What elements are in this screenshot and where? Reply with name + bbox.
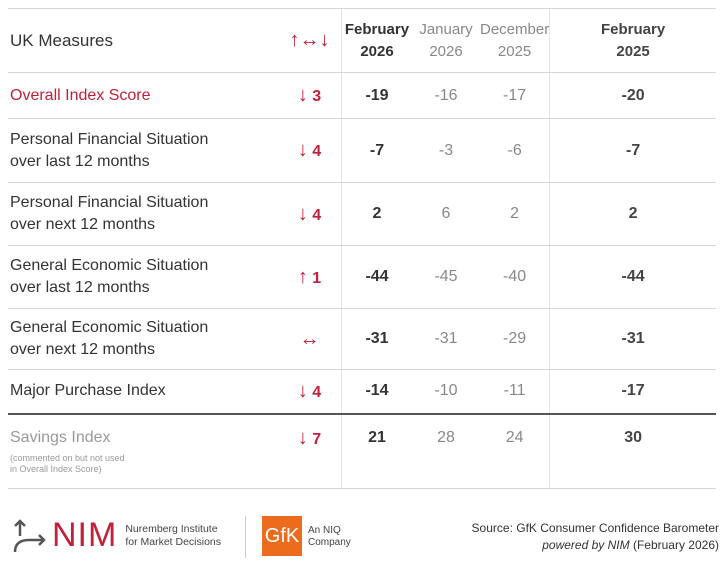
value-cell: -31 [549,308,716,370]
value-cell: -7 [341,118,412,183]
niq-tagline: An NIQ Company [308,525,351,548]
value-cell: -10 [412,369,480,415]
nim-arrows-icon [13,518,46,552]
value-cell: -3 [412,118,480,183]
measures-table: UK Measures ↑↔↓ February 2026 January 2026… [8,8,716,489]
row-label: Personal Financial Situation over last 12… [8,118,278,183]
value-cell: 6 [412,182,480,246]
value-cell: 30 [549,413,716,489]
table-row: Personal Financial Situation over last 12… [8,118,716,183]
arrow-down-icon: ↓ [297,202,308,225]
table-row: General Economic Situation over last 12 m… [8,245,716,309]
arrow-down-icon: ↓ [297,426,308,449]
arrow-down-icon: ↓ [297,379,308,402]
arrow-down-icon: ↓ [297,139,308,161]
change-legend-icon: ↑↔↓ [278,8,342,73]
value-cell: -29 [480,308,550,370]
table-row: Major Purchase Index ↓ 4 -14 -10 -11 -17 [8,369,716,415]
table-row: Overall Index Score ↓ 3 -19 -16 -17 -20 [8,72,716,119]
value-cell: 2 [341,182,412,246]
change-indicator: ↓ 7 [278,413,342,489]
value-cell: -19 [341,72,412,119]
row-label: Personal Financial Situation over next 12… [8,182,278,246]
value-cell: -17 [549,369,716,415]
value-cell: 2 [480,182,550,246]
value-cell: -7 [549,118,716,183]
value-cell: -16 [412,72,480,119]
col-header-current: February 2026 [341,8,412,73]
change-indicator: ↓ 4 [278,369,342,415]
value-cell: -6 [480,118,550,183]
change-indicator: ↓ 3 [278,72,342,119]
row-label: Major Purchase Index [8,369,278,415]
value-cell: -40 [480,245,550,309]
col-header-prev-month: January 2026 [412,8,480,73]
row-label: General Economic Situation over next 12 m… [8,308,278,370]
row-label: Overall Index Score [8,72,278,119]
footer: NIM Nuremberg Institute for Market Decisi… [0,510,725,560]
value-cell: 2 [549,182,716,246]
nim-logo: NIM Nuremberg Institute for Market Decisi… [12,516,221,555]
row-label: Savings Index (commented on but not used i… [8,413,278,489]
logo-divider [245,516,246,558]
change-indicator: ↓ 4 [278,118,342,183]
value-cell: -20 [549,72,716,119]
table-row: Personal Financial Situation over next 12… [8,182,716,246]
gfk-logo: GfK [262,516,302,556]
table-title: UK Measures [8,8,278,73]
value-cell: -31 [412,308,480,370]
header-row: UK Measures ↑↔↓ February 2026 January 2026… [8,8,716,73]
value-cell: 21 [341,413,412,489]
arrow-up-icon: ↑ [297,265,308,288]
row-note: (commented on but not used in Overall Ind… [10,452,125,474]
value-cell: -44 [341,245,412,309]
value-cell: 28 [412,413,480,489]
value-cell: -45 [412,245,480,309]
col-header-prev-year: February 2025 [549,8,716,73]
value-cell: 24 [480,413,550,489]
table-row: General Economic Situation over next 12 m… [8,308,716,370]
value-cell: -44 [549,245,716,309]
change-indicator: ↓ 4 [278,182,342,246]
change-indicator: ↔ [278,308,342,370]
change-indicator: ↑ 1 [278,245,342,309]
row-label: General Economic Situation over last 12 m… [8,245,278,309]
value-cell: -17 [480,72,550,119]
source-note: Source: GfK Consumer Confidence Baromete… [471,521,719,552]
arrow-down-icon: ↓ [297,84,308,106]
arrow-left-right-icon: ↔ [299,327,320,350]
value-cell: -11 [480,369,550,415]
col-header-prev-2-month: December 2025 [480,8,550,73]
value-cell: -14 [341,369,412,415]
table-row-savings: Savings Index (commented on but not used i… [8,413,716,489]
value-cell: -31 [341,308,412,370]
